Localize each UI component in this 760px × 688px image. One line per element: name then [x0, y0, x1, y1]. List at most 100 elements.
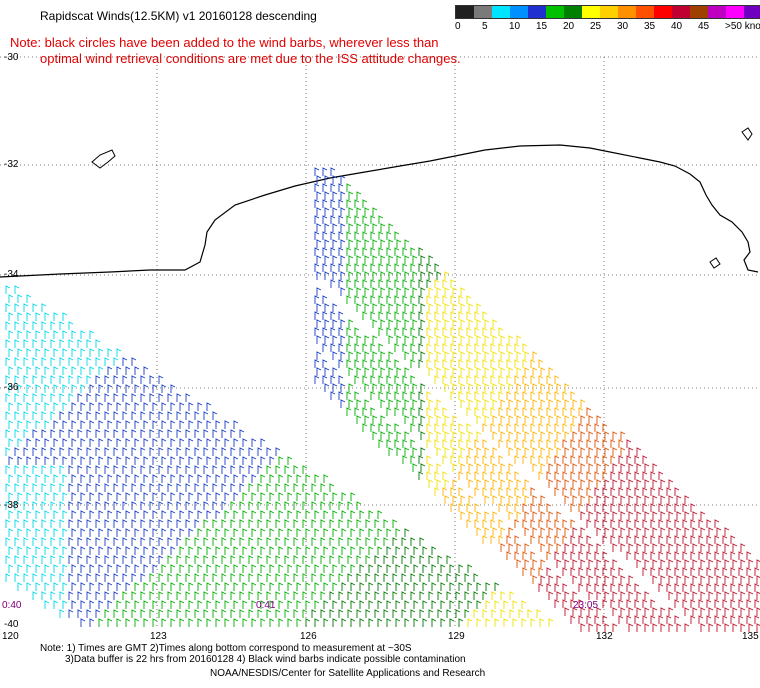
- wind-barb: [700, 623, 706, 632]
- wind-barb: [498, 519, 504, 528]
- wind-barb: [95, 537, 101, 546]
- wind-barb: [86, 609, 92, 618]
- wind-barb: [508, 543, 514, 552]
- wind-barb: [652, 495, 658, 504]
- wind-barb: [612, 479, 618, 488]
- wind-barb: [134, 456, 140, 465]
- wind-barb: [53, 312, 59, 321]
- wind-barb: [330, 215, 336, 224]
- wind-barb: [314, 564, 320, 573]
- wind-barb: [260, 564, 266, 573]
- wind-barb: [5, 465, 11, 474]
- wind-barb: [474, 391, 480, 400]
- wind-barb: [242, 600, 248, 609]
- wind-barb: [562, 423, 568, 432]
- wind-barb: [188, 618, 194, 627]
- wind-barb: [514, 519, 520, 528]
- wind-barb: [329, 573, 335, 582]
- wind-barb: [215, 546, 221, 555]
- graticule-grid: [0, 56, 760, 628]
- wind-barb: [356, 223, 362, 232]
- wind-barb: [116, 456, 122, 465]
- wind-barb: [71, 492, 77, 501]
- wind-barb: [492, 351, 498, 360]
- wind-barb: [490, 391, 496, 400]
- wind-barb: [708, 623, 714, 632]
- wind-barb: [452, 319, 458, 328]
- wind-barb: [392, 591, 398, 600]
- wind-barb: [140, 555, 146, 564]
- wind-barb: [41, 591, 47, 600]
- wind-barb: [284, 555, 290, 564]
- wind-barb: [636, 559, 642, 568]
- wind-barb: [152, 564, 158, 573]
- wind-barb: [634, 455, 640, 464]
- wind-barb: [206, 456, 212, 465]
- wind-barb: [140, 573, 146, 582]
- wind-barb: [239, 537, 245, 546]
- wind-barb: [116, 618, 122, 627]
- wind-barb: [233, 510, 239, 519]
- wind-barb: [59, 501, 65, 510]
- wind-barb: [68, 483, 74, 492]
- wind-barb: [548, 463, 554, 472]
- wind-barb: [350, 582, 356, 591]
- wind-barb: [332, 367, 338, 376]
- wind-barb: [212, 573, 218, 582]
- wind-barb: [396, 255, 402, 264]
- wind-barb: [107, 528, 113, 537]
- wind-barb: [509, 609, 515, 618]
- wind-barb: [413, 618, 419, 627]
- wind-barb: [230, 483, 236, 492]
- wind-barb: [506, 471, 512, 480]
- wind-barb: [394, 231, 400, 240]
- wind-barb: [556, 383, 562, 392]
- wind-barb: [356, 351, 362, 360]
- wind-barb: [224, 420, 230, 429]
- wind-barb: [116, 564, 122, 573]
- wind-barb: [354, 375, 360, 384]
- wind-barb: [658, 551, 664, 560]
- wind-barb: [125, 600, 131, 609]
- wind-barb: [140, 375, 146, 384]
- wind-barb: [682, 551, 688, 560]
- wind-barb: [466, 343, 472, 352]
- wind-barb: [346, 231, 352, 240]
- wind-barb: [77, 429, 83, 438]
- wind-barb: [588, 559, 594, 568]
- wind-barb: [80, 528, 86, 537]
- wind-barb: [50, 465, 56, 474]
- wind-barb: [23, 321, 29, 330]
- wind-barb: [140, 393, 146, 402]
- wind-barb: [428, 573, 434, 582]
- wind-barb: [362, 231, 368, 240]
- wind-barb: [143, 366, 149, 375]
- wind-barb: [89, 600, 95, 609]
- wind-barb: [452, 431, 458, 440]
- wind-barb: [428, 555, 434, 564]
- wind-barb: [754, 583, 760, 592]
- wind-barb: [32, 447, 38, 456]
- wind-barb: [564, 607, 570, 616]
- wind-barb: [740, 543, 746, 552]
- wind-barb: [287, 546, 293, 555]
- wind-barb: [284, 483, 290, 492]
- wind-barb: [257, 537, 263, 546]
- wind-barb: [365, 555, 371, 564]
- wind-barb: [437, 609, 443, 618]
- wind-barb: [134, 582, 140, 591]
- wind-barb: [269, 456, 275, 465]
- wind-barb: [221, 465, 227, 474]
- wind-barb: [546, 375, 552, 384]
- wind-barb: [378, 295, 384, 304]
- wind-barb: [538, 567, 544, 576]
- wind-barb: [368, 564, 374, 573]
- wind-barb: [578, 439, 584, 448]
- wind-barb: [233, 546, 239, 555]
- wind-barb: [77, 519, 83, 528]
- wind-barb: [140, 501, 146, 510]
- wind-barb: [41, 303, 47, 312]
- wind-barb: [314, 546, 320, 555]
- wind-barb: [125, 420, 131, 429]
- wind-barb: [86, 555, 92, 564]
